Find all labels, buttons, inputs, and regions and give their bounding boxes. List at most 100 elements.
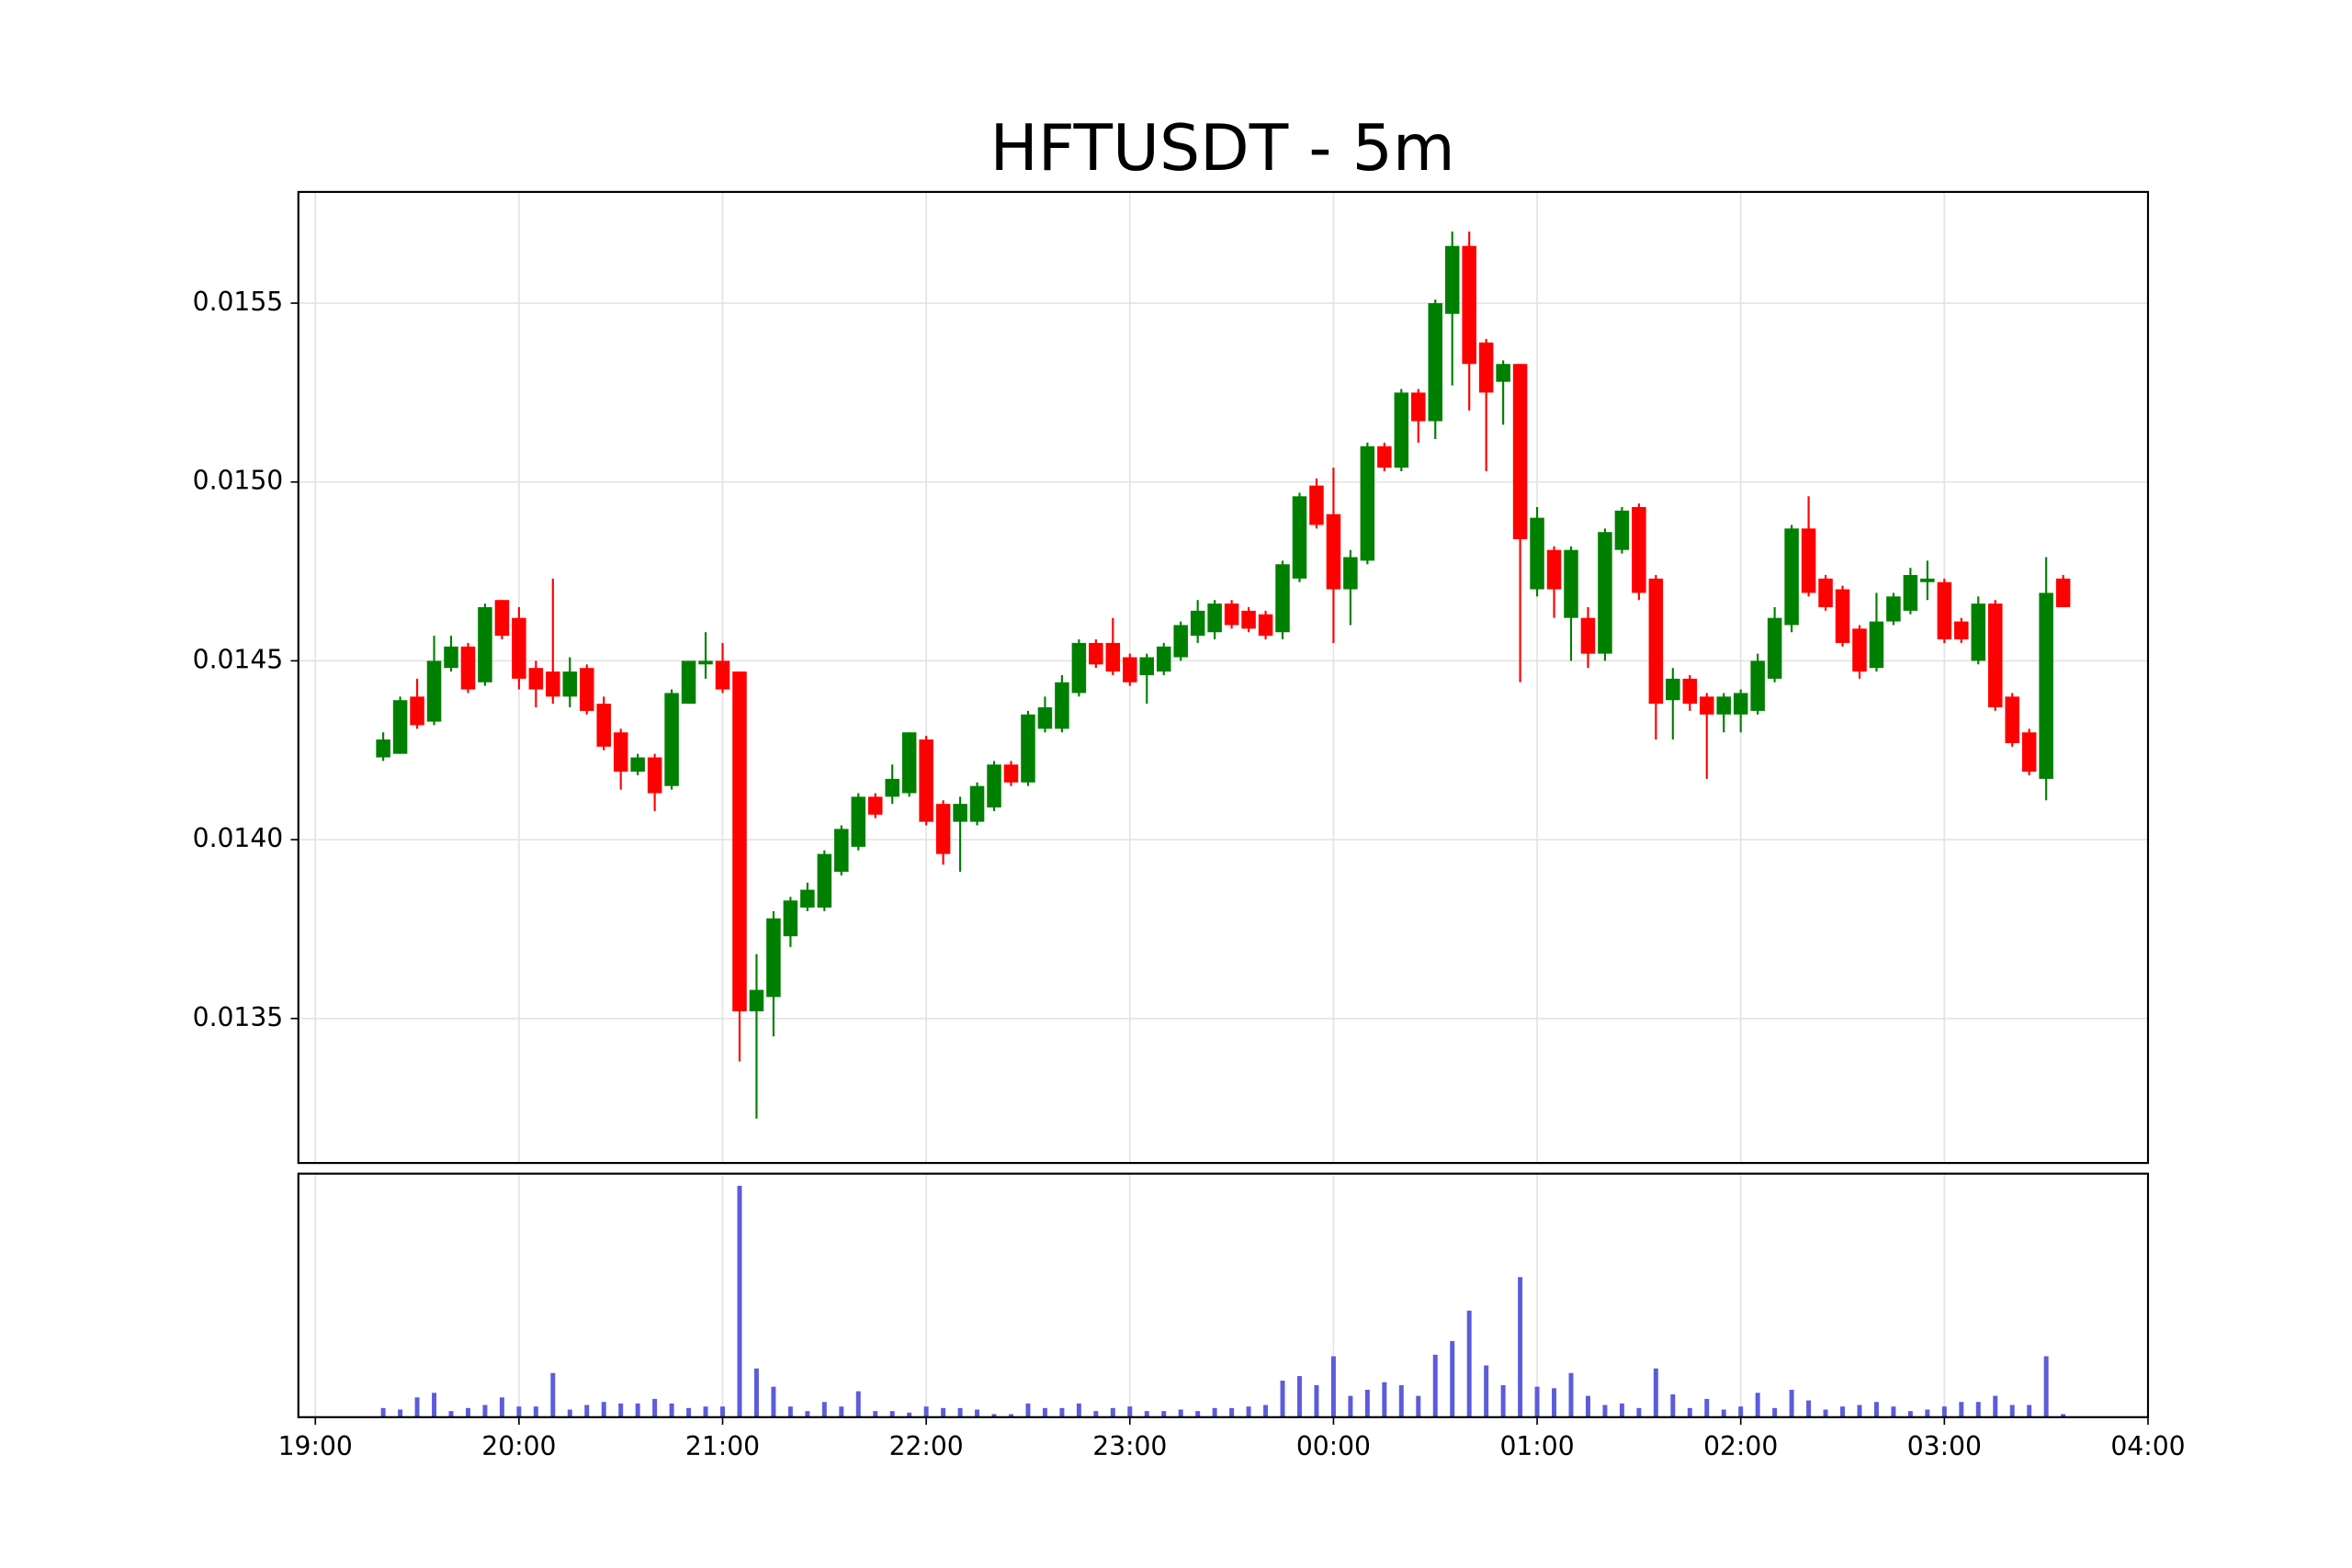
candle-body <box>647 757 662 794</box>
candle-body <box>1801 528 1816 593</box>
candle-body <box>1377 446 1392 468</box>
y-tick-label: 0.0135 <box>193 1002 284 1032</box>
candle-body <box>1496 364 1510 382</box>
candle-body <box>579 668 594 711</box>
candle-body <box>376 739 390 758</box>
candle-body <box>1835 589 1850 643</box>
x-tick-label: 03:00 <box>1907 1431 1982 1461</box>
candle-body <box>1173 625 1188 658</box>
volume-bar <box>1687 1407 1692 1417</box>
volume-bar <box>1840 1406 1845 1417</box>
candle-body <box>698 660 713 665</box>
volume-bar <box>923 1406 929 1417</box>
candle-body <box>1139 657 1155 675</box>
volume-bar <box>1975 1402 1981 1417</box>
candle-body <box>426 660 442 722</box>
x-tick-label: 00:00 <box>1296 1431 1371 1461</box>
candle-body <box>562 671 578 697</box>
candle-body <box>1784 528 1799 626</box>
volume-bar <box>1534 1386 1540 1417</box>
volume-bar <box>1144 1411 1149 1417</box>
volume-bar <box>1348 1395 1353 1417</box>
candle-body <box>1512 364 1528 540</box>
volume-bar <box>635 1403 640 1417</box>
candle-body <box>1309 485 1324 525</box>
candle-body <box>1123 657 1137 682</box>
volume-bar <box>839 1406 844 1417</box>
candle-body <box>2055 578 2071 608</box>
candle-body <box>1462 245 1476 365</box>
candle-body <box>1614 510 1630 550</box>
candle-body <box>1598 532 1612 654</box>
candle-body <box>1716 696 1731 715</box>
volume-bar <box>1450 1340 1455 1417</box>
candle-body <box>987 764 1001 808</box>
candle-body <box>1071 642 1087 694</box>
candle-body <box>1632 506 1646 593</box>
plot-frame <box>297 190 2150 1165</box>
chart-title: HFTUSDT - 5m <box>989 111 1454 186</box>
volume-bar <box>1263 1404 1269 1417</box>
volume-bar <box>618 1403 624 1417</box>
candle-body <box>1987 604 2003 708</box>
volume-bar <box>1857 1404 1862 1417</box>
volume-bar <box>1585 1395 1590 1417</box>
volume-bar <box>1925 1409 1930 1417</box>
volume-bar <box>601 1402 606 1417</box>
candle-body <box>1920 578 1935 582</box>
y-tick-label: 0.0145 <box>193 644 284 674</box>
volume-bar <box>448 1411 454 1417</box>
candle-body <box>766 918 781 998</box>
candle-body <box>1241 610 1256 629</box>
volume-bar <box>1195 1411 1201 1417</box>
candle-body <box>1886 596 1901 622</box>
candle-body <box>1292 496 1307 579</box>
volume-bar <box>1093 1411 1099 1417</box>
candle-body <box>1411 392 1426 422</box>
volume-bar <box>465 1407 470 1417</box>
candle-body <box>1648 578 1664 705</box>
volume-bar <box>1229 1407 1235 1417</box>
candle-body <box>630 757 645 773</box>
candle-body <box>935 804 951 854</box>
candle-body <box>1530 517 1544 590</box>
volume-bar <box>2009 1404 2015 1417</box>
volume-bar <box>398 1409 403 1417</box>
volume-bar <box>1382 1382 1387 1417</box>
volume-bar <box>414 1397 420 1417</box>
candle-body <box>1767 617 1782 679</box>
volume-bar <box>1025 1403 1031 1417</box>
x-tick-label: 23:00 <box>1092 1431 1167 1461</box>
candle-body <box>1937 581 1952 640</box>
volume-bar <box>1772 1407 1778 1417</box>
candle-body <box>1037 707 1053 729</box>
candle-body <box>817 853 832 908</box>
candle-body <box>1564 549 1578 618</box>
candle-body <box>885 778 899 797</box>
volume-bar <box>1076 1403 1081 1417</box>
volume-bar <box>584 1404 590 1417</box>
volume-bar <box>957 1407 963 1417</box>
candle-body <box>410 696 424 726</box>
volume-bar <box>1364 1389 1370 1417</box>
candle-body <box>1105 642 1121 672</box>
volume-bar <box>1500 1384 1506 1417</box>
candle-body <box>1428 303 1442 422</box>
candle-body <box>596 704 611 747</box>
x-tick-label: 04:00 <box>2110 1431 2185 1461</box>
volume-bar <box>1314 1384 1319 1417</box>
volume-bar <box>1959 1402 1964 1417</box>
volume-bar <box>533 1406 538 1417</box>
volume-bar <box>1280 1381 1285 1417</box>
candle-body <box>715 660 730 690</box>
volume-bar <box>1568 1372 1574 1417</box>
volume-bar <box>703 1406 708 1417</box>
volume-bar <box>669 1403 674 1417</box>
candle-body <box>1699 696 1714 715</box>
candle-body <box>1394 392 1409 468</box>
volume-bar <box>1484 1365 1489 1417</box>
candle-body <box>867 796 883 815</box>
candle-body <box>546 671 560 697</box>
